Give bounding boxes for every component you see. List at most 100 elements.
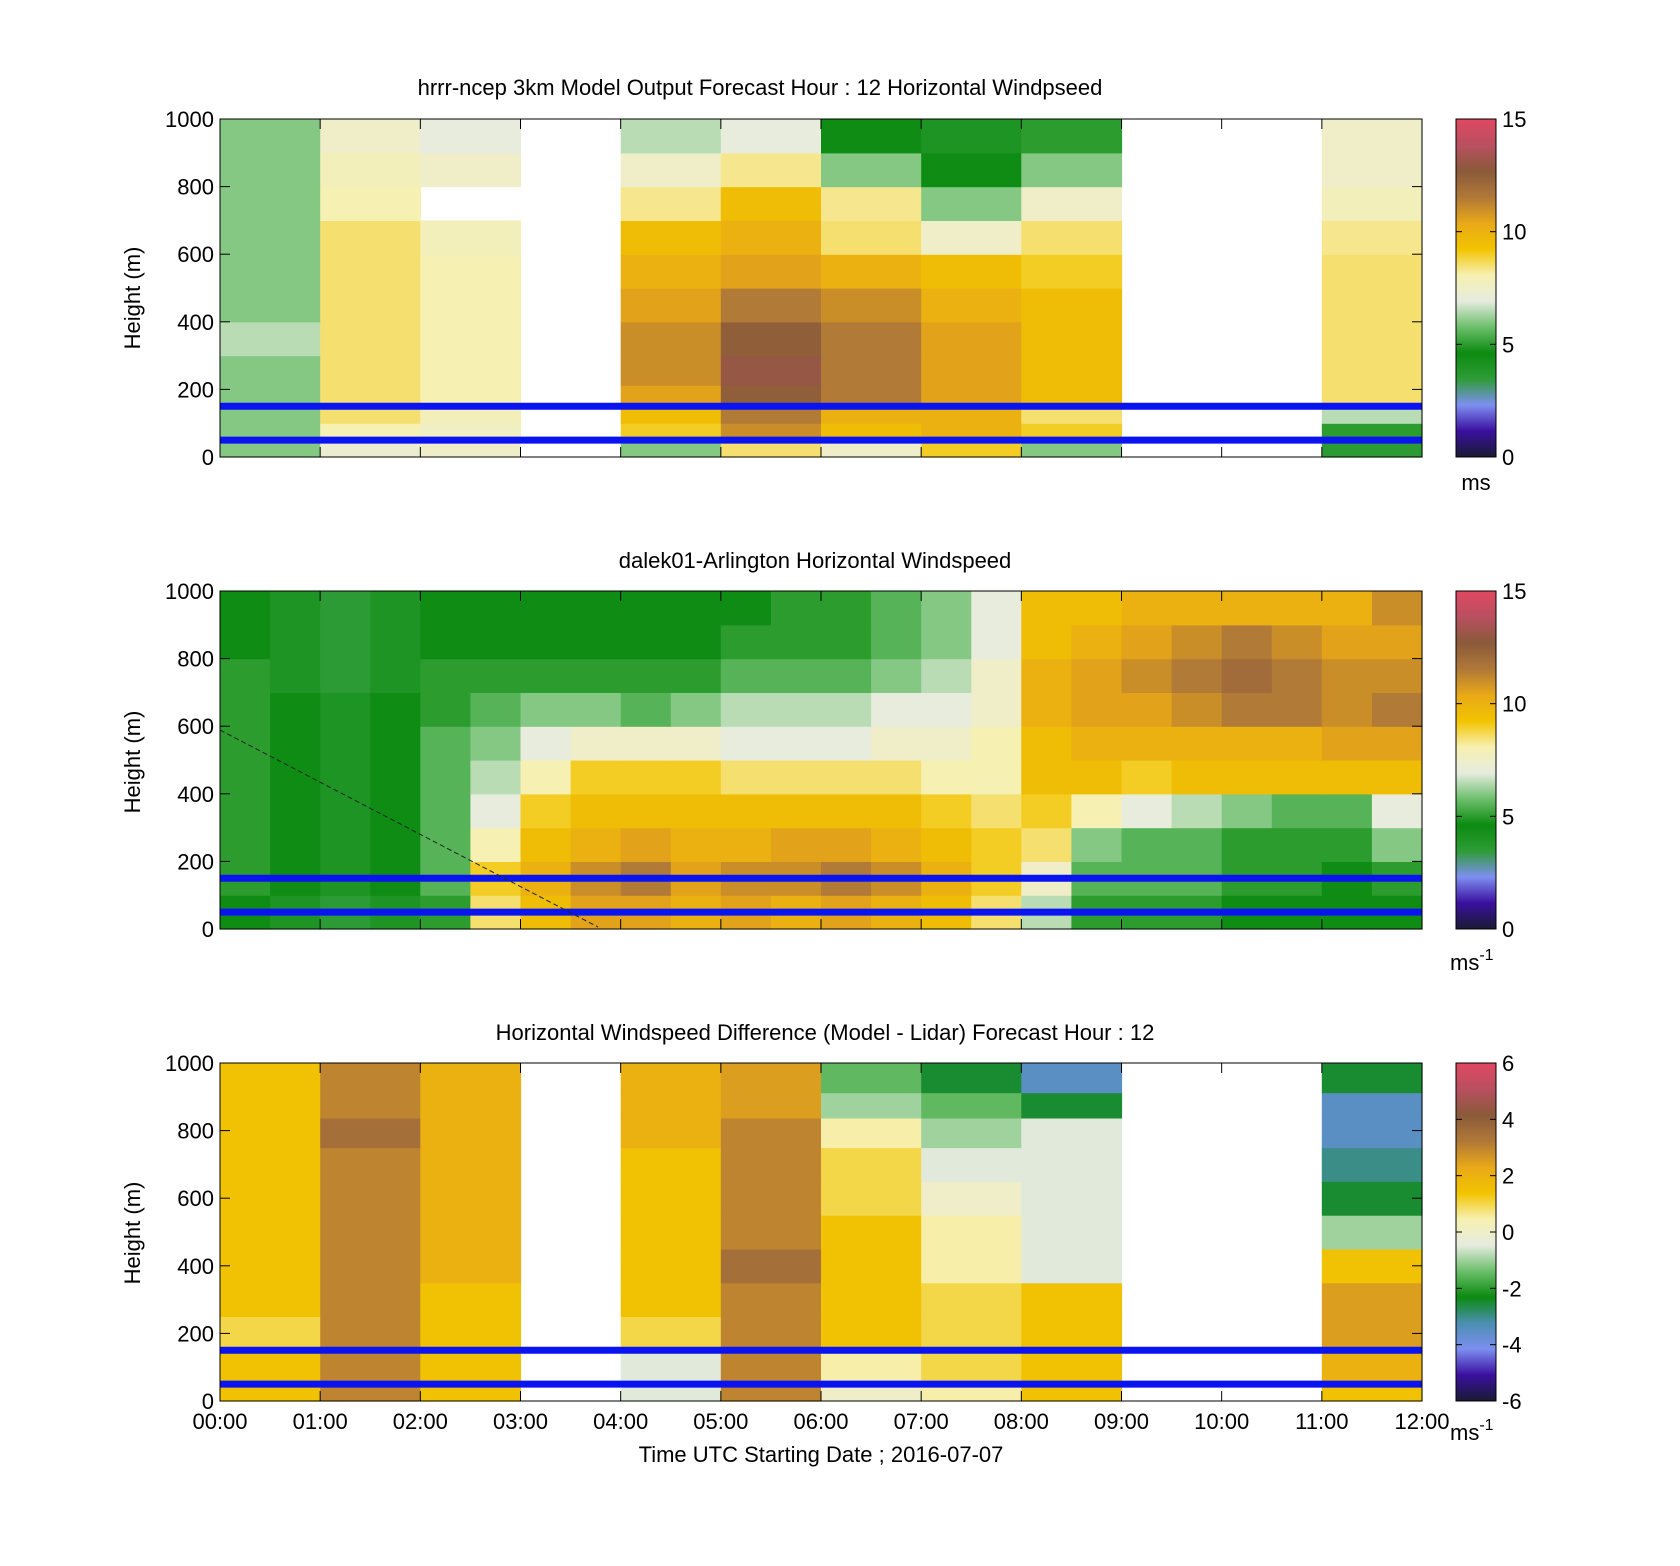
heatmap-cell — [1321, 658, 1373, 693]
heatmap-cell — [220, 406, 321, 424]
heatmap-cell — [570, 692, 622, 727]
heatmap-cell — [470, 658, 522, 693]
heatmap-cell — [420, 440, 522, 458]
heatmap-cell — [821, 1147, 922, 1182]
heatmap-cell — [370, 658, 421, 693]
heatmap-cell — [620, 692, 672, 727]
panel-lidar-colorbar-unit-base: ms — [1450, 950, 1479, 975]
heatmap-cell — [1171, 827, 1223, 862]
heatmap-cell — [921, 726, 972, 761]
heatmap-cell — [921, 288, 1022, 323]
heatmap-cell — [821, 624, 872, 660]
heatmap-cell — [1371, 624, 1423, 660]
heatmap-cell — [420, 591, 471, 626]
heatmap-cell — [620, 827, 672, 862]
heatmap-cell — [720, 1215, 822, 1250]
heatmap-cell — [1371, 760, 1423, 795]
heatmap-cell — [921, 1248, 1022, 1284]
heatmap-cell — [670, 692, 722, 727]
heatmap-cell — [220, 186, 321, 221]
heatmap-cell — [470, 760, 522, 795]
heatmap-cell — [420, 355, 522, 386]
heatmap-cell — [1321, 321, 1423, 357]
heatmap-cell — [420, 624, 471, 660]
heatmap-cell — [270, 658, 321, 693]
heatmap-cell — [1321, 152, 1423, 188]
heatmap-cell — [370, 726, 421, 761]
heatmap-cell — [1071, 692, 1123, 727]
panel-model-x-ticks — [219, 119, 1423, 457]
heatmap-cell — [720, 1147, 822, 1182]
heatmap-cell — [420, 1092, 522, 1119]
heatmap-cell — [1271, 793, 1323, 829]
heatmap-cell — [620, 423, 722, 441]
y-tick-label: 0 — [202, 445, 214, 470]
heatmap-cell — [520, 692, 572, 727]
heatmap-cell — [821, 1181, 922, 1216]
heatmap-cell — [1021, 220, 1123, 255]
heatmap-cell — [1071, 591, 1123, 626]
colorbar-tick-label: -6 — [1502, 1389, 1522, 1414]
heatmap-cell — [821, 726, 872, 761]
heatmap-cell — [821, 1248, 922, 1284]
heatmap-cell — [921, 385, 1022, 407]
heatmap-cell — [921, 321, 1022, 357]
heatmap-cell — [220, 591, 271, 626]
heatmap-cell — [821, 186, 922, 221]
heatmap-cell — [620, 624, 672, 660]
heatmap-cell — [420, 254, 522, 289]
heatmap-cell — [220, 692, 271, 727]
heatmap-cell — [220, 1147, 321, 1182]
heatmap-cell — [370, 692, 421, 727]
heatmap-cell — [320, 658, 371, 693]
x-tick-label: 09:00 — [1094, 1409, 1149, 1434]
heatmap-cell — [770, 793, 822, 829]
y-tick-label: 600 — [177, 242, 214, 267]
heatmap-cell — [620, 793, 672, 829]
heatmap-cell — [320, 1092, 421, 1119]
heatmap-cell — [1171, 658, 1223, 693]
heatmap-cell — [220, 793, 271, 829]
heatmap-cell — [821, 355, 922, 386]
heatmap-cell — [720, 423, 822, 441]
x-tick-label: 08:00 — [994, 1409, 1049, 1434]
heatmap-cell — [1021, 440, 1123, 458]
heatmap-cell — [670, 726, 722, 761]
heatmap-cell — [370, 760, 421, 795]
heatmap-cell — [720, 119, 822, 154]
heatmap-cell — [320, 624, 371, 660]
heatmap-cell — [720, 692, 772, 727]
heatmap-cell — [320, 793, 371, 829]
heatmap-cell — [821, 1350, 922, 1381]
heatmap-cell — [1321, 827, 1373, 862]
heatmap-cell — [1321, 1117, 1423, 1149]
heatmap-cell — [1021, 624, 1072, 660]
heatmap-cell — [921, 591, 972, 626]
heatmap-cell — [320, 692, 371, 727]
heatmap-cell — [921, 1147, 1022, 1182]
heatmap-cell — [620, 1215, 722, 1250]
heatmap-cell — [220, 1063, 321, 1094]
colorbar-tick-label: 5 — [1502, 804, 1514, 829]
heatmap-cell — [220, 1117, 321, 1149]
heatmap-cell — [770, 760, 822, 795]
heatmap-cell — [821, 1316, 922, 1351]
heatmap-cell — [821, 1215, 922, 1250]
heatmap-cell — [971, 692, 1022, 727]
heatmap-cell — [1321, 1181, 1423, 1216]
heatmap-cell — [921, 1215, 1022, 1250]
heatmap-cell — [1271, 726, 1323, 761]
heatmap-cell — [1321, 355, 1423, 386]
heatmap-cell — [1221, 827, 1273, 862]
panel-lidar-colorbar-unit: ms-1 — [1450, 947, 1494, 975]
heatmap-cell — [871, 793, 922, 829]
heatmap-cell — [921, 1282, 1022, 1318]
heatmap-cell — [1071, 760, 1123, 795]
heatmap-cell — [1021, 726, 1072, 761]
heatmap-cell — [921, 406, 1022, 424]
heatmap-cell — [620, 591, 672, 626]
heatmap-cell — [670, 760, 722, 795]
heatmap-cell — [921, 624, 972, 660]
panel-difference-y-ticks: 0 200 400 600 800 1000 — [165, 1051, 1422, 1414]
heatmap-cell — [821, 385, 922, 407]
